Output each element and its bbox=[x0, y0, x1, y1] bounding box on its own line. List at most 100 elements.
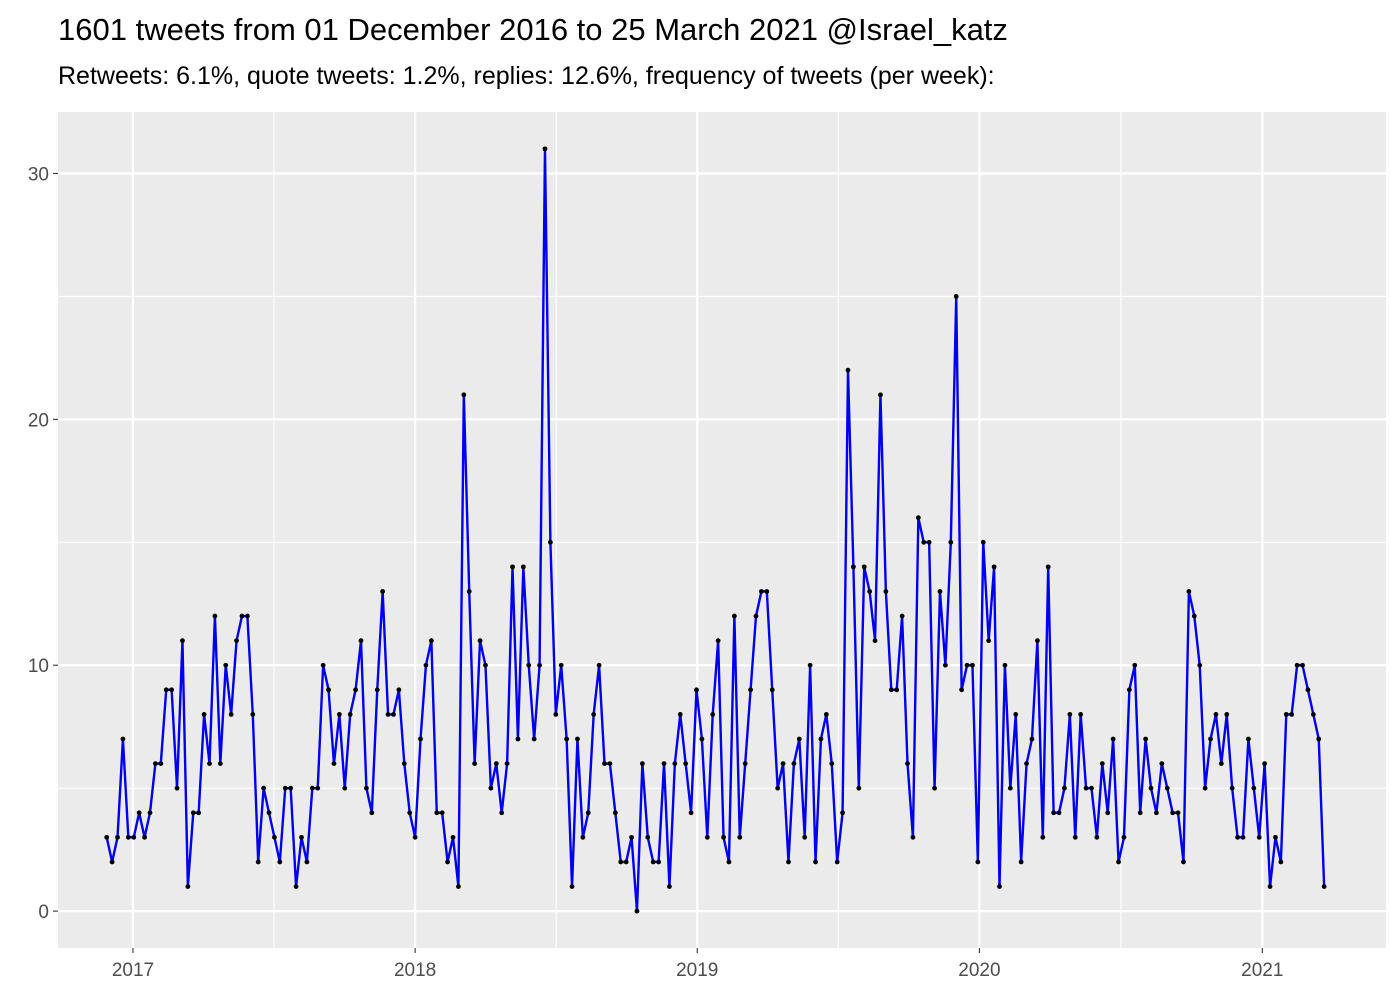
data-point bbox=[250, 712, 256, 717]
data-point bbox=[699, 736, 705, 742]
data-point bbox=[786, 859, 791, 865]
data-point bbox=[1007, 785, 1013, 791]
data-point bbox=[1072, 834, 1078, 840]
data-point bbox=[639, 761, 645, 766]
data-point bbox=[1121, 834, 1127, 840]
data-point bbox=[1170, 810, 1176, 816]
data-point bbox=[1132, 662, 1138, 668]
data-point bbox=[894, 687, 900, 693]
data-point bbox=[1278, 859, 1284, 865]
data-point bbox=[748, 687, 753, 693]
data-point bbox=[645, 834, 651, 840]
data-point bbox=[953, 294, 959, 299]
data-point bbox=[201, 712, 207, 717]
data-point bbox=[1013, 712, 1019, 717]
data-point bbox=[585, 810, 591, 816]
data-point bbox=[347, 712, 353, 717]
chart-subtitle: Retweets: 6.1%, quote tweets: 1.2%, repl… bbox=[58, 62, 995, 90]
data-point bbox=[558, 662, 564, 668]
data-point bbox=[369, 810, 375, 816]
data-point bbox=[553, 712, 559, 717]
x-tick-label: 2019 bbox=[676, 960, 718, 981]
data-point bbox=[136, 810, 142, 816]
data-point bbox=[737, 834, 743, 840]
data-point bbox=[872, 638, 878, 644]
data-point bbox=[1235, 834, 1240, 840]
data-point bbox=[1273, 834, 1278, 840]
data-point bbox=[401, 761, 407, 766]
data-point bbox=[1126, 687, 1132, 693]
data-point bbox=[1045, 564, 1051, 570]
data-point bbox=[1213, 712, 1219, 717]
data-point bbox=[1283, 712, 1289, 717]
data-point bbox=[677, 712, 683, 717]
series-line-layer bbox=[105, 147, 1326, 913]
data-point bbox=[239, 613, 245, 619]
data-point bbox=[1175, 810, 1181, 816]
data-point bbox=[293, 884, 299, 889]
data-point bbox=[412, 834, 418, 840]
data-point bbox=[380, 589, 386, 594]
data-point bbox=[531, 736, 537, 742]
data-point bbox=[439, 810, 445, 816]
data-point bbox=[1305, 687, 1311, 693]
data-point bbox=[336, 712, 342, 717]
data-point bbox=[1191, 613, 1197, 619]
data-point bbox=[1202, 785, 1208, 791]
data-point bbox=[374, 687, 380, 693]
data-point bbox=[461, 392, 467, 398]
data-point bbox=[212, 613, 218, 619]
data-point bbox=[180, 638, 185, 644]
data-point bbox=[228, 712, 234, 717]
data-point bbox=[883, 589, 889, 594]
data-point bbox=[1208, 736, 1213, 742]
data-point bbox=[672, 761, 678, 766]
x-tick-label: 2018 bbox=[394, 960, 436, 981]
data-point bbox=[683, 761, 689, 766]
data-point bbox=[775, 785, 781, 791]
data-point bbox=[905, 761, 910, 766]
data-point bbox=[1316, 736, 1322, 742]
data-point bbox=[667, 884, 672, 889]
data-point bbox=[169, 687, 175, 693]
data-point bbox=[515, 736, 521, 742]
data-point bbox=[1067, 712, 1073, 717]
data-point bbox=[1083, 785, 1089, 791]
data-point bbox=[1294, 662, 1300, 668]
data-point bbox=[867, 589, 873, 594]
data-point bbox=[942, 662, 948, 668]
data-point bbox=[910, 834, 916, 840]
data-point bbox=[190, 810, 196, 816]
data-point bbox=[1267, 884, 1273, 889]
data-point bbox=[596, 662, 602, 668]
data-point bbox=[510, 564, 515, 570]
data-point bbox=[1321, 884, 1327, 889]
data-point bbox=[353, 687, 358, 693]
data-point bbox=[272, 834, 277, 840]
data-point bbox=[1310, 712, 1316, 717]
data-point bbox=[731, 613, 737, 619]
data-point bbox=[710, 712, 716, 717]
data-point bbox=[520, 564, 526, 570]
data-point bbox=[1240, 834, 1246, 840]
data-point bbox=[715, 638, 721, 644]
data-point bbox=[542, 146, 548, 152]
data-point bbox=[1040, 834, 1046, 840]
data-point bbox=[299, 834, 304, 840]
data-point bbox=[434, 810, 440, 816]
data-point bbox=[991, 564, 997, 570]
data-point bbox=[477, 638, 483, 644]
data-point bbox=[499, 810, 505, 816]
data-point bbox=[1148, 785, 1154, 791]
data-point bbox=[504, 761, 510, 766]
data-point bbox=[591, 712, 597, 717]
data-point bbox=[537, 662, 542, 668]
data-point bbox=[970, 662, 975, 668]
data-point bbox=[845, 367, 851, 373]
data-point bbox=[244, 613, 250, 619]
data-point bbox=[618, 859, 624, 865]
data-point bbox=[217, 761, 223, 766]
data-point bbox=[834, 859, 840, 865]
data-point bbox=[326, 687, 331, 693]
data-point bbox=[926, 539, 932, 545]
